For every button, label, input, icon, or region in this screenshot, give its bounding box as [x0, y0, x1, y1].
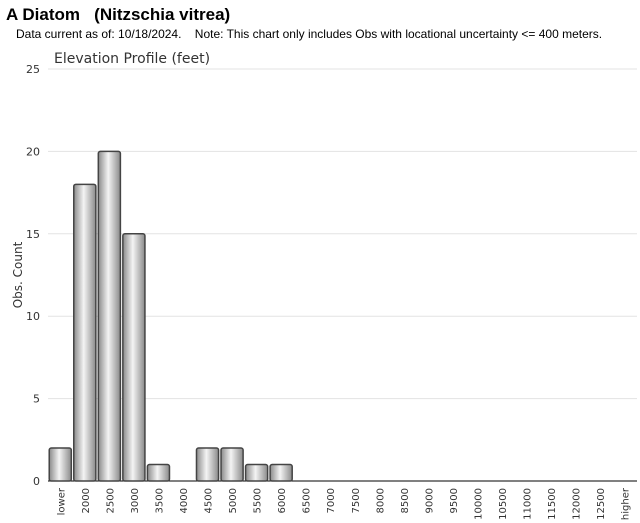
bar	[220, 447, 244, 482]
x-tick-label: 12000	[572, 488, 583, 520]
y-tick-label: 5	[33, 393, 40, 406]
x-tick-label: 2000	[81, 488, 92, 513]
bar	[146, 463, 171, 482]
x-tick-label: 5000	[228, 488, 239, 513]
y-tick-label: 25	[26, 63, 40, 76]
y-tick-label: 10	[26, 310, 40, 323]
bar	[48, 447, 73, 482]
x-tick-label: 6500	[302, 488, 313, 513]
x-tick-label: 5500	[253, 488, 264, 513]
x-tick-label: lower	[56, 487, 67, 515]
x-tick-label: 10500	[498, 488, 509, 520]
x-tick-label: 6000	[277, 488, 288, 513]
x-tick-label: 8000	[375, 488, 386, 513]
x-tick-label: 9500	[449, 488, 460, 513]
bar	[122, 233, 146, 482]
page-title: A Diatom (Nitzschia vitrea)	[6, 5, 231, 24]
x-tick-label: 10000	[473, 488, 484, 520]
x-tick-label: 11500	[547, 488, 558, 520]
x-tick-label: 9000	[424, 488, 435, 513]
bar	[244, 463, 269, 482]
x-tick-label: 2500	[105, 488, 116, 513]
x-tick-label: 3500	[154, 488, 165, 513]
x-tick-label: 7500	[351, 488, 362, 513]
x-tick-label: 4000	[179, 488, 190, 513]
x-tick-label: 11000	[523, 488, 534, 520]
x-tick-label: 3000	[130, 488, 141, 513]
y-tick-label: 15	[26, 228, 40, 241]
bar	[73, 183, 97, 482]
x-tick-label: higher	[621, 487, 632, 520]
y-axis-label: Obs. Count	[11, 241, 25, 308]
y-tick-label: 0	[33, 475, 40, 488]
x-tick-label: 4500	[204, 488, 215, 513]
page-subtitle: Data current as of: 10/18/2024. Note: Th…	[16, 27, 603, 41]
x-tick-label: 12500	[596, 488, 607, 520]
bar	[195, 447, 220, 482]
x-tick-label: 7000	[326, 488, 337, 513]
chart-title: Elevation Profile (feet)	[54, 51, 210, 67]
bar	[97, 150, 122, 482]
y-tick-label: 20	[26, 145, 40, 158]
bar	[269, 463, 293, 482]
x-tick-label: 8500	[400, 488, 411, 513]
